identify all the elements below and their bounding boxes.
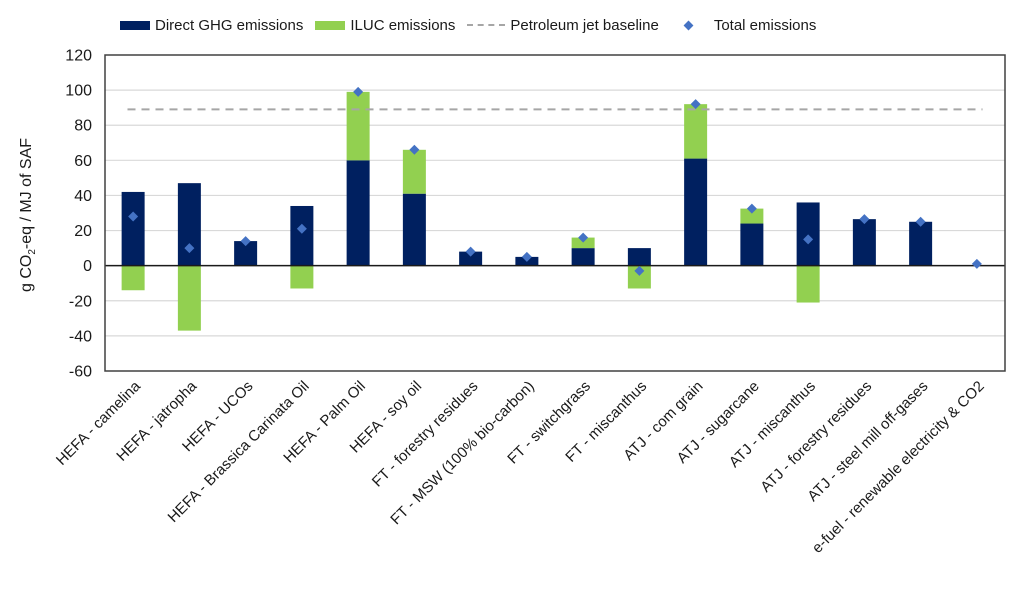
bar-direct-ghg <box>684 158 708 266</box>
bar-iluc <box>121 265 145 291</box>
bar-direct-ghg <box>909 221 933 266</box>
plot-frame <box>104 54 1006 372</box>
bar-direct-ghg <box>402 193 426 266</box>
bars <box>121 91 933 331</box>
bar-iluc <box>571 237 595 249</box>
y-tick-label: -60 <box>69 364 92 381</box>
bar-iluc <box>627 265 651 289</box>
total-emissions-marker <box>409 144 420 155</box>
legend-item-total: Total emissions <box>671 16 817 34</box>
bar-direct-ghg <box>121 191 145 266</box>
bar-direct-ghg <box>290 205 314 266</box>
bar-iluc <box>346 91 370 161</box>
total-emissions-marker <box>634 265 645 276</box>
y-tick-label: 120 <box>65 48 92 65</box>
bar-direct-ghg <box>852 219 876 266</box>
bar-direct-ghg <box>740 223 764 266</box>
x-tick-label: ATJ - forestry residues <box>757 378 875 496</box>
total-emissions-marker <box>184 243 195 254</box>
y-tick-label: 40 <box>74 188 92 205</box>
total-emissions-marker <box>240 236 251 247</box>
total-emissions-marker <box>859 214 870 225</box>
total-emissions-marker <box>353 86 364 97</box>
bar-direct-ghg <box>346 160 370 266</box>
legend-swatch-direct-ghg <box>120 20 150 30</box>
y-tick-label: 0 <box>83 258 92 275</box>
legend-label-direct-ghg: Direct GHG emissions <box>155 16 304 34</box>
bar-direct-ghg <box>796 202 820 266</box>
y-tick-label: 100 <box>65 83 92 100</box>
y-tick-label: 80 <box>74 118 92 135</box>
y-tick-label: -40 <box>69 328 92 345</box>
bar-iluc <box>796 265 820 303</box>
total-emissions-marker <box>578 232 589 243</box>
total-emissions-marker <box>521 251 532 262</box>
legend-item-baseline: Petroleum jet baseline <box>467 16 659 34</box>
y-tick-labels: -60 -40 -20 0 20 40 60 80 100 120 <box>65 48 92 381</box>
y-tick-label: -20 <box>69 293 92 310</box>
bar-iluc <box>684 104 708 159</box>
legend-item-iluc: ILUC emissions <box>315 17 455 34</box>
total-emissions-marker <box>803 234 814 245</box>
bar-direct-ghg <box>571 248 595 266</box>
chart-legend: Direct GHG emissions ILUC emissions Petr… <box>120 14 828 36</box>
total-emissions-marker <box>128 211 139 222</box>
total-emissions-marker <box>690 99 701 110</box>
y-tick-label: 60 <box>74 153 92 170</box>
bar-direct-ghg <box>234 241 258 266</box>
bar-iluc <box>740 208 764 224</box>
total-emissions-marker <box>915 216 926 227</box>
total-emissions-marker <box>296 223 307 234</box>
total-emissions-marker <box>465 246 476 257</box>
legend-label-baseline: Petroleum jet baseline <box>510 16 659 34</box>
legend-label-iluc: ILUC emissions <box>350 16 456 34</box>
bar-iluc <box>290 265 314 289</box>
legend-item-direct-ghg: Direct GHG emissions <box>120 17 303 34</box>
bar-direct-ghg <box>459 251 483 266</box>
x-tick-label: FT - forestry residues <box>369 378 482 491</box>
legend-swatch-baseline <box>467 24 506 26</box>
bar-direct-ghg <box>627 248 651 266</box>
legend-label-total: Total emissions <box>713 16 817 34</box>
total-emissions-marker <box>971 258 982 269</box>
bar-direct-ghg <box>177 183 201 266</box>
total-emissions-marker <box>746 203 757 214</box>
gridlines <box>105 89 1005 337</box>
bar-iluc <box>177 265 201 331</box>
bar-iluc <box>402 149 426 194</box>
total-markers <box>128 86 982 276</box>
y-tick-label: 20 <box>74 223 92 240</box>
legend-swatch-iluc <box>315 20 346 30</box>
